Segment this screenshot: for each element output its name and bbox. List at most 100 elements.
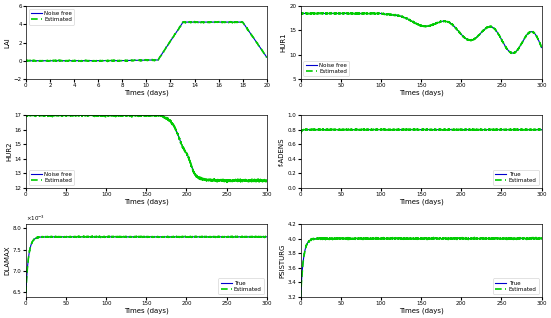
X-axis label: Times (days): Times (days) <box>124 198 169 205</box>
Estimated <box>298 131 304 135</box>
Noise free <box>169 37 175 41</box>
Noise free <box>206 20 212 24</box>
Legend: True, Estimated: True, Estimated <box>218 279 264 294</box>
True <box>332 128 338 132</box>
X-axis label: Times (days): Times (days) <box>124 307 169 314</box>
True <box>538 237 545 240</box>
Estimated <box>310 237 316 241</box>
True <box>35 236 41 239</box>
True <box>414 237 421 240</box>
Estimated <box>487 25 494 29</box>
Line: True: True <box>26 237 267 293</box>
Estimated <box>298 295 304 299</box>
Line: Noise free: Noise free <box>301 13 542 53</box>
Estimated <box>531 237 538 240</box>
Noise free <box>531 32 538 36</box>
Line: Estimated: Estimated <box>26 21 267 61</box>
Estimated <box>263 235 270 239</box>
Estimated <box>538 128 545 131</box>
Y-axis label: f-ADENS: f-ADENS <box>279 137 285 166</box>
Line: True: True <box>301 130 542 133</box>
True <box>408 237 415 240</box>
Legend: Noise free, Estimated: Noise free, Estimated <box>304 61 349 76</box>
Estimated <box>140 235 147 238</box>
Noise free <box>23 113 29 117</box>
True <box>487 128 494 132</box>
Estimated <box>206 21 212 24</box>
Estimated <box>532 32 538 36</box>
Estimated <box>538 237 545 241</box>
Estimated <box>169 36 176 40</box>
Estimated <box>310 11 316 15</box>
Line: Estimated: Estimated <box>301 129 542 133</box>
Noise free <box>414 23 421 26</box>
True <box>414 128 421 132</box>
Noise free <box>256 179 263 183</box>
Noise free <box>531 31 538 35</box>
True <box>298 295 304 299</box>
Estimated <box>212 235 219 239</box>
X-axis label: Times (days): Times (days) <box>124 89 169 96</box>
Estimated <box>487 128 494 131</box>
Y-axis label: PSISTURG: PSISTURG <box>279 243 285 278</box>
True <box>140 235 147 239</box>
Estimated <box>61 111 67 115</box>
Estimated <box>531 32 538 36</box>
Noise free <box>35 113 41 117</box>
Estimated <box>534 235 541 239</box>
Noise free <box>230 20 237 24</box>
True <box>212 235 219 239</box>
Noise free <box>133 113 140 117</box>
True <box>133 235 140 239</box>
Estimated <box>298 11 304 15</box>
Estimated <box>414 22 421 26</box>
True <box>298 131 304 135</box>
Noise free <box>408 19 415 23</box>
True <box>393 237 400 240</box>
True <box>310 237 316 241</box>
Line: Estimated: Estimated <box>26 113 267 182</box>
True <box>118 235 125 239</box>
Estimated <box>328 11 334 15</box>
True <box>531 128 538 132</box>
Y-axis label: DLAMAX: DLAMAX <box>4 245 10 275</box>
Noise free <box>176 26 182 30</box>
Noise free <box>298 11 304 15</box>
Estimated <box>263 56 270 59</box>
Estimated <box>23 291 29 295</box>
Noise free <box>163 46 169 50</box>
Estimated <box>80 234 87 238</box>
Noise free <box>23 59 29 63</box>
Estimated <box>230 19 237 23</box>
Estimated <box>212 178 219 182</box>
Noise free <box>509 51 516 55</box>
Estimated <box>224 180 230 184</box>
Estimated <box>257 178 263 182</box>
Estimated <box>140 114 147 117</box>
Estimated <box>531 237 538 241</box>
Estimated <box>538 45 545 49</box>
Estimated <box>408 237 415 240</box>
Estimated <box>35 236 41 239</box>
Estimated <box>510 52 516 55</box>
Noise free <box>263 179 270 183</box>
Legend: Noise free, Estimated: Noise free, Estimated <box>29 169 74 185</box>
Estimated <box>414 236 421 240</box>
Estimated <box>23 114 29 118</box>
True <box>531 237 538 240</box>
Noise free <box>487 25 494 29</box>
X-axis label: Times (days): Times (days) <box>399 198 444 205</box>
X-axis label: Times (days): Times (days) <box>399 89 444 96</box>
Y-axis label: HUR2: HUR2 <box>6 142 12 161</box>
Estimated <box>531 128 538 131</box>
Estimated <box>35 114 41 117</box>
Estimated <box>257 235 263 238</box>
Noise free <box>256 179 263 183</box>
Noise free <box>263 55 270 59</box>
Estimated <box>23 59 29 62</box>
True <box>408 128 415 132</box>
Estimated <box>531 128 538 131</box>
Noise free <box>310 11 316 15</box>
Estimated <box>104 59 111 63</box>
Legend: Noise free, Estimated: Noise free, Estimated <box>29 9 74 24</box>
